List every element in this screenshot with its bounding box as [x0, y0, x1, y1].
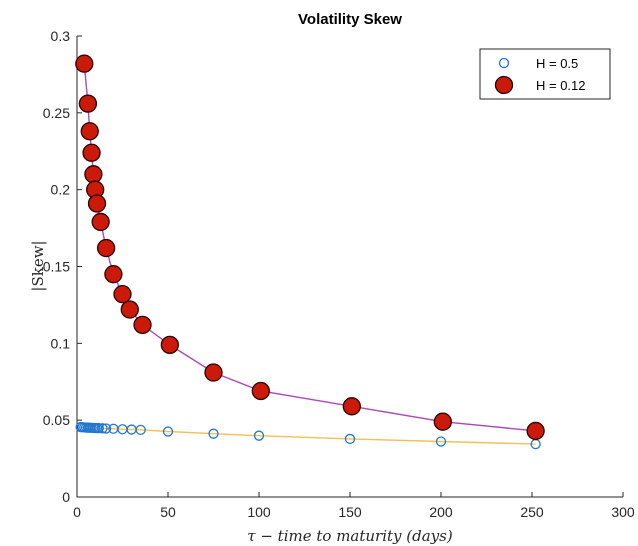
plot-area: [75, 54, 545, 450]
data-point-h012: [78, 94, 98, 113]
data-point-h012: [96, 238, 116, 258]
y-tick-label: 0: [62, 489, 70, 505]
y-tick-label: 0.05: [43, 412, 70, 428]
data-point-h05: [135, 424, 146, 435]
data-point-h05: [100, 423, 112, 434]
data-point-h012: [342, 397, 361, 416]
data-point-h012: [91, 212, 110, 232]
x-tick-label: 300: [611, 504, 635, 520]
data-point-h012: [104, 265, 123, 284]
data-point-h012: [75, 54, 94, 73]
data-point-h012: [433, 412, 452, 431]
x-tick-label: 200: [429, 504, 453, 520]
y-tick-label: 0.1: [51, 335, 71, 351]
x-axis-label: τ − time to maturity (days): [247, 527, 453, 545]
data-point-h012: [120, 300, 139, 319]
series-h05-line: [80, 426, 536, 445]
data-point-h05: [208, 428, 219, 439]
data-point-h05: [435, 436, 447, 447]
x-tick-label: 250: [520, 504, 544, 520]
x-tick-label: 100: [247, 504, 271, 520]
data-point-h05: [97, 423, 108, 434]
data-point-h012: [113, 285, 132, 304]
axes: 0 50 100 150 200 250 300 0 0.05 0.1 0.15 0.2 0.25 0.3: [43, 28, 635, 520]
legend: H = 0.5 H = 0.12: [479, 48, 611, 100]
data-point-h012: [87, 194, 107, 213]
y-tick-label: 0.3: [51, 28, 71, 44]
data-point-h012: [204, 363, 223, 382]
data-point-h012: [133, 315, 152, 335]
y-tick-label: 0.25: [43, 105, 70, 121]
data-point-h012: [251, 381, 270, 401]
chart-title: Volatility Skew: [298, 11, 402, 28]
x-tick-label: 150: [338, 504, 362, 520]
data-point-h05: [344, 433, 356, 445]
data-point-h05: [93, 423, 104, 434]
data-point-h05: [253, 430, 265, 441]
y-tick-label: 0.15: [43, 259, 70, 275]
y-axis-label: |Skew|: [29, 240, 47, 291]
data-point-h012: [160, 335, 179, 355]
data-point-h012: [526, 421, 545, 441]
series-h012-line: [83, 63, 536, 432]
data-point-h012: [82, 143, 101, 162]
data-point-h05: [162, 426, 174, 437]
legend-label-h012: H = 0.12: [536, 78, 586, 93]
legend-marker-h05: [498, 57, 510, 69]
data-point-h012: [84, 165, 103, 184]
x-tick-label: 50: [160, 504, 176, 520]
x-tick-label: 0: [73, 504, 81, 520]
data-point-h012: [80, 122, 99, 141]
y-tick-label: 0.2: [51, 182, 71, 198]
legend-label-h05: H = 0.5: [536, 56, 578, 71]
legend-marker-h012: [494, 75, 514, 95]
